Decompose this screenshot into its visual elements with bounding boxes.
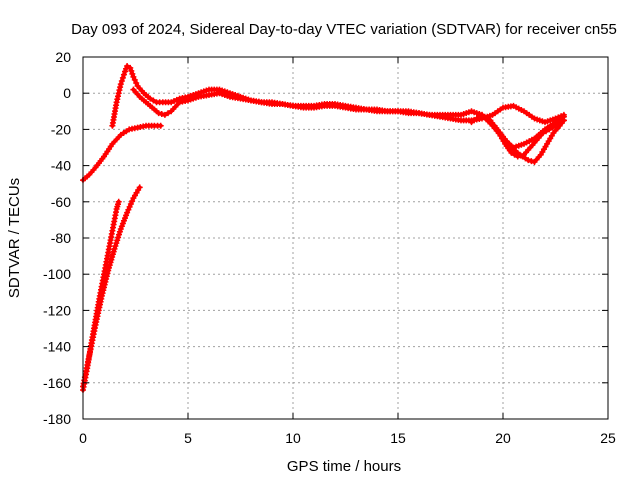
x-tick-label: 5 [184,430,192,446]
x-tick-label: 20 [495,430,511,446]
x-tick-label: 10 [285,430,301,446]
series-track-e [491,117,567,165]
series-track-c [130,86,567,126]
series-markers [491,117,567,165]
series-layer [80,63,567,394]
y-tick-label: -120 [43,302,71,318]
x-axis-label: GPS time / hours [287,458,401,475]
x-tick-label: 0 [79,430,87,446]
y-tick-label: -140 [43,339,71,355]
x-tick-label: 25 [600,430,616,446]
x-tick-labels: 0 5 10 15 20 25 [79,430,616,446]
y-tick-label: -160 [43,375,71,391]
series-markers [80,184,143,390]
axis-ticks [82,56,609,420]
series-track-a [80,122,164,184]
grid [83,57,608,419]
series-line [81,123,163,183]
y-tick-label: 20 [55,49,71,65]
y-tick-label: -60 [51,194,71,210]
y-axis-label: SDTVAR / TECUs [6,178,23,298]
y-tick-label: -80 [51,230,71,246]
y-tick-label: -180 [43,411,71,427]
series-track-g [80,184,143,390]
chart-title: Day 093 of 2024, Sidereal Day-to-day VTE… [71,21,617,38]
x-tick-label: 15 [390,430,406,446]
y-tick-label: -40 [51,158,71,174]
y-tick-label: 0 [63,85,71,101]
y-tick-labels: -180 -160 -140 -120 -100 -80 -60 -40 -20 0 20 [43,49,71,427]
y-tick-label: -20 [51,121,71,137]
y-tick-label: -100 [43,266,71,282]
series-markers [130,86,567,126]
